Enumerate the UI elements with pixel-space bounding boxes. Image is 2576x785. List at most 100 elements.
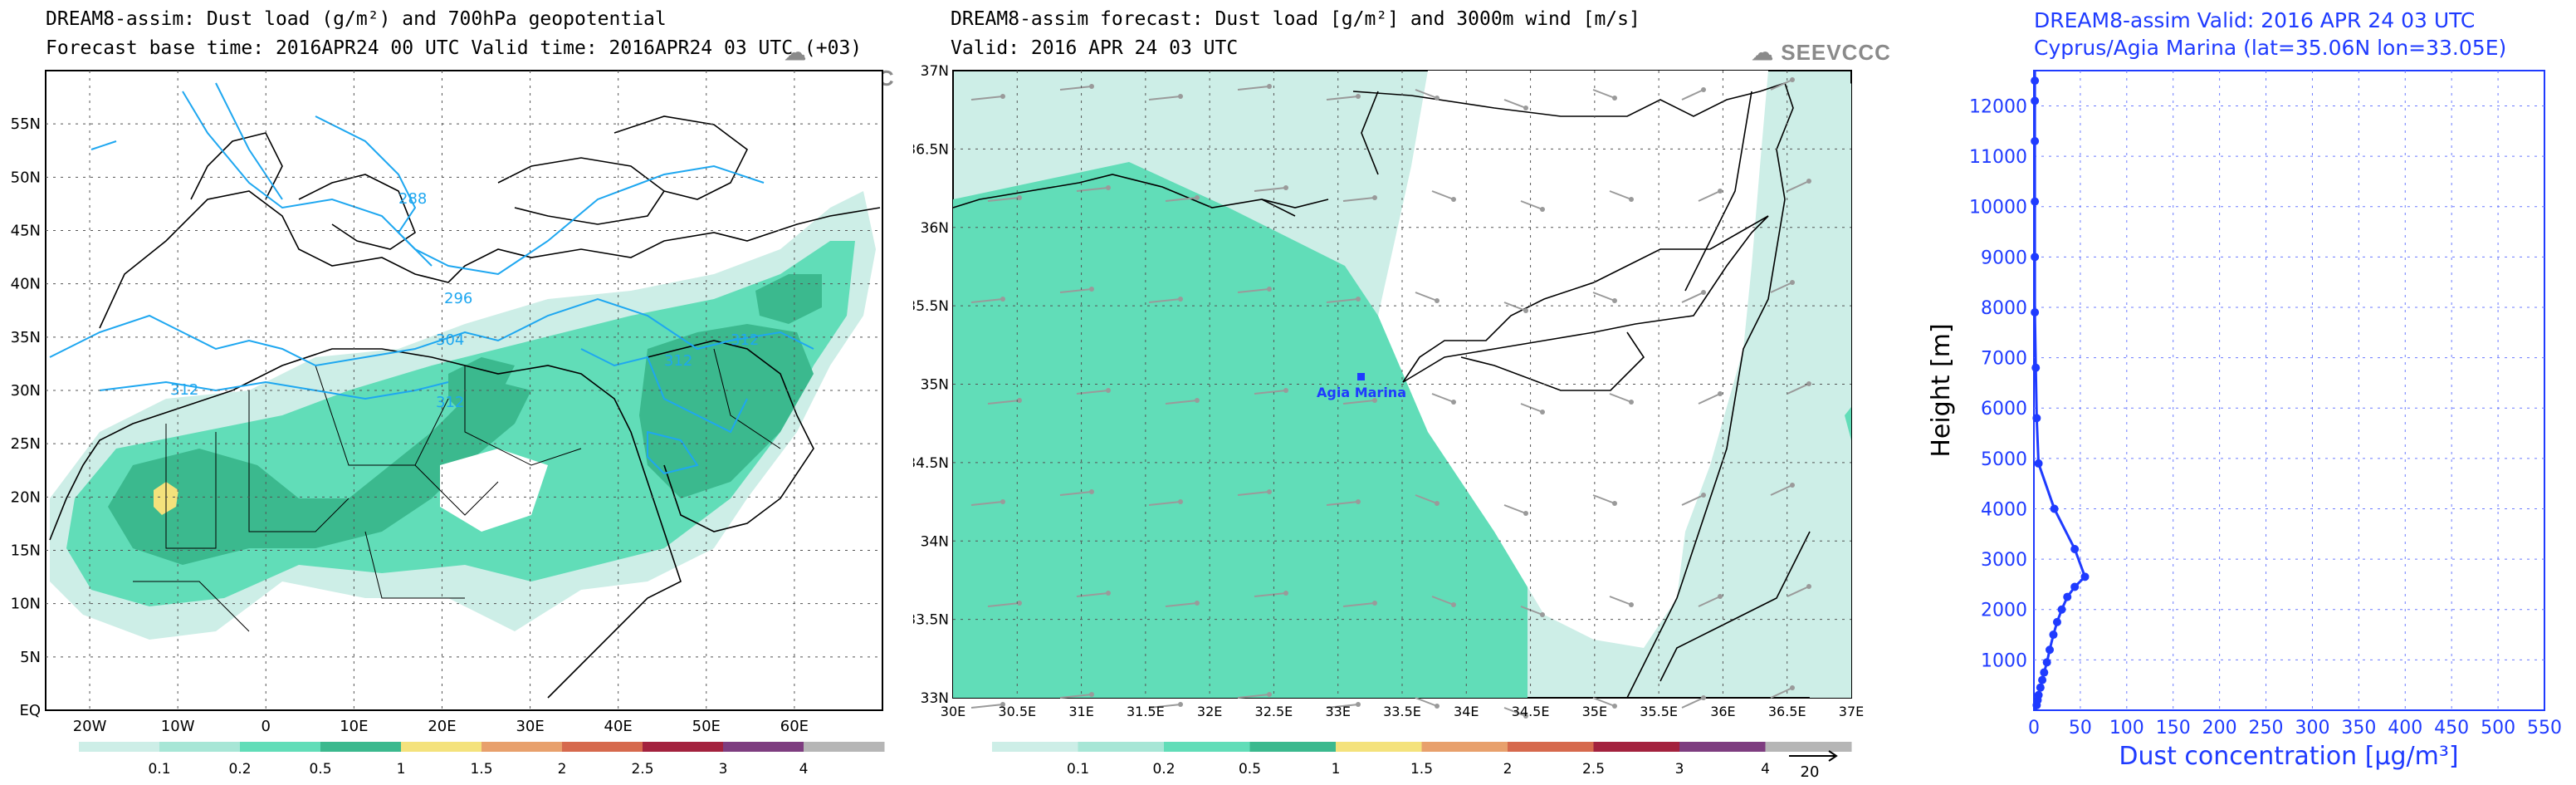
colorbar-segment: [643, 742, 724, 752]
wind-arrow-head: [1283, 591, 1288, 596]
colorbar-label: 1: [397, 761, 406, 778]
wind-arrow: [1254, 592, 1287, 597]
wind-arrow-head: [1540, 207, 1545, 212]
y-tick-label: 5000: [1981, 449, 2027, 470]
wind-arrow: [1237, 86, 1270, 91]
wind-arrow: [1770, 282, 1793, 293]
profile-point: [2031, 253, 2040, 262]
wind-arrow: [1431, 393, 1454, 403]
lat-tick-label: 35N: [11, 329, 41, 346]
lon-tick-label: 36E: [1710, 704, 1735, 719]
contour-label: 288: [398, 190, 427, 208]
lat-tick-label: 34.5N: [913, 455, 949, 472]
wind-arrow: [1165, 602, 1198, 607]
lon-tick-label: 30E: [941, 704, 965, 719]
y-tick-label: 9000: [1981, 248, 2027, 268]
wind-arrow-head: [1612, 298, 1617, 303]
wind-arrow-head: [1195, 601, 1200, 606]
wind-arrow: [1698, 190, 1721, 202]
profile-point: [2031, 197, 2040, 206]
wind-arrow-head: [1356, 297, 1361, 302]
wind-arrow-head: [1195, 398, 1200, 403]
lon-tick-label: 30E: [516, 718, 544, 735]
wind-arrow: [1503, 302, 1527, 312]
wind-arrow: [1770, 79, 1793, 91]
profile-point: [2057, 605, 2066, 614]
lon-tick-label: 30.5E: [998, 704, 1036, 719]
wind-arrow-head: [1267, 489, 1272, 494]
wind-arrow-head: [1629, 197, 1634, 202]
graticule: [953, 71, 1851, 698]
colorbar-segment: [1336, 742, 1422, 752]
contour-label: 304: [436, 331, 464, 349]
wind-arrow-head: [1435, 501, 1440, 506]
colorbar-segment: [320, 742, 402, 752]
panel3-title: DREAM8-assim Valid: 2016 APR 24 03 UTC: [2034, 8, 2476, 32]
wind-arrow-head: [1267, 692, 1272, 697]
wind-arrow-head: [1718, 391, 1723, 396]
wind-arrow-head: [1718, 189, 1723, 194]
wind-arrow: [1592, 697, 1615, 707]
wind-arrow-head: [1701, 87, 1706, 92]
wind-arrow-head: [1629, 400, 1634, 405]
wind-arrow-head: [1283, 185, 1288, 190]
y-tick-label: 4000: [1981, 499, 2027, 520]
lat-tick-label: 25N: [11, 435, 41, 453]
wind-arrow: [1342, 197, 1376, 202]
lon-tick-label: 10E: [340, 718, 368, 735]
profile-point: [2031, 96, 2040, 105]
lat-tick-label: 15N: [11, 542, 41, 560]
lon-tick-label: 37E: [1839, 704, 1864, 719]
panel2-title: DREAM8-assim forecast: Dust load [g/m²] …: [951, 8, 1640, 30]
wind-arrow: [1059, 491, 1092, 496]
colorbar-segment: [562, 742, 643, 752]
wind-arrow: [1415, 494, 1438, 504]
wind-arrow: [1342, 400, 1376, 405]
wind-arrow: [1076, 592, 1109, 597]
colorbar-segment: [1508, 742, 1594, 752]
wind-arrow-head: [1178, 297, 1183, 302]
lon-tick-label: 32.5E: [1255, 704, 1293, 719]
panel3-subtitle: Cyprus/Agia Marina (lat=35.06N lon=33.05…: [2034, 36, 2507, 60]
profile-point: [2070, 544, 2080, 553]
lon-tick-label: 10W: [161, 718, 195, 735]
wind-arrow-head: [1451, 400, 1456, 405]
lat-tick-label: 36N: [921, 220, 949, 237]
wind-arrow-head: [1089, 84, 1094, 89]
wind-arrow-head: [1612, 704, 1617, 709]
wind-arrow: [1787, 586, 1810, 597]
wind-arrow: [970, 298, 1004, 303]
colorbar-label: 1.5: [470, 761, 492, 778]
wind-arrow-head: [1523, 714, 1528, 719]
wind-arrow: [1237, 694, 1270, 699]
lat-tick-label: EQ: [19, 702, 41, 719]
wind-arrow: [1326, 501, 1359, 506]
lon-tick-label: 40E: [604, 718, 633, 735]
wind-arrow: [1059, 694, 1092, 699]
profile-point: [2032, 414, 2041, 423]
dust-profile-chart: 0 50 100 150 200 250 300 350 400 450 500 550 1000 20…: [1927, 70, 2562, 771]
profile-point: [2042, 658, 2051, 667]
colorbar-label: 3: [719, 761, 728, 778]
regional-dust-map: 288 296 304 312 312 312 312 55N50N45N40N…: [11, 70, 885, 778]
wind-arrow: [1326, 298, 1359, 303]
wind-arrow: [987, 400, 1020, 405]
coastlines: [952, 81, 1811, 699]
profile-point: [2040, 668, 2049, 677]
lon-tick-label: 33.5E: [1383, 704, 1421, 719]
wind-arrow: [1770, 484, 1793, 496]
wind-arrow-head: [1523, 308, 1528, 313]
y-tick-label: 3000: [1981, 550, 2027, 571]
contour-label: 312: [731, 331, 759, 349]
wind-arrow: [1787, 383, 1810, 395]
wind-arrow-head: [1356, 702, 1361, 707]
coastlines: [49, 115, 881, 699]
lat-tick-label: 55N: [11, 115, 41, 133]
wind-arrow: [1326, 704, 1359, 709]
wind-arrow-head: [1372, 195, 1377, 200]
x-tick-label: 200: [2202, 718, 2237, 738]
y-tick-label: 11000: [1969, 147, 2027, 168]
panel1-title: DREAM8-assim: Dust load (g/m²) and 700hP…: [46, 8, 667, 30]
lon-tick-label: 20E: [428, 718, 456, 735]
colorbar-segment: [240, 742, 321, 752]
